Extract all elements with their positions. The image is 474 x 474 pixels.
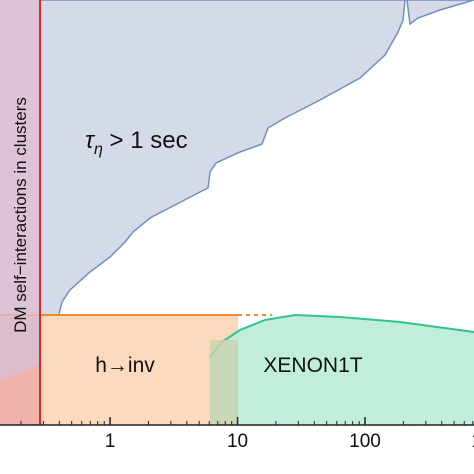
xenon-region	[210, 315, 474, 425]
lifetime-label: τη > 1 sec	[85, 127, 188, 158]
x-tick-label: 1	[105, 431, 116, 452]
lifetime-cut: > 1 sec	[103, 127, 188, 154]
overlap-region	[210, 340, 238, 425]
x-tick-label: 100	[349, 431, 381, 452]
x-tick-label: 10	[227, 431, 248, 452]
lifetime-region	[39, 0, 474, 368]
tau: τ	[85, 127, 96, 154]
x-tick-label: 1000	[471, 431, 474, 452]
higgs-label: h→inv	[95, 354, 155, 377]
xenon-label: XENON1T	[263, 354, 362, 377]
self-interaction-lower	[0, 365, 40, 425]
self-interaction-region	[0, 0, 40, 425]
eta: η	[94, 141, 103, 158]
self-interaction-label: DM self−interactions in clusters	[11, 97, 30, 333]
